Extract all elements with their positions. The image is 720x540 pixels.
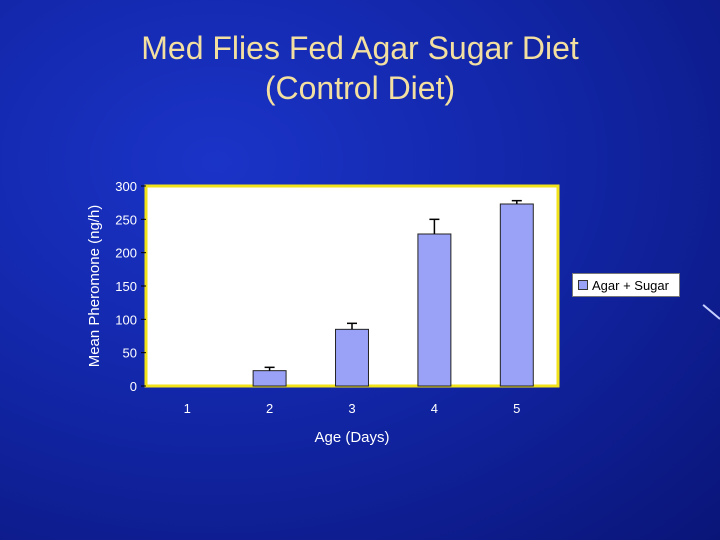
legend-label: Agar + Sugar — [592, 277, 669, 293]
bar-day-2 — [252, 370, 287, 387]
x-axis-title: Age (Days) — [314, 429, 389, 446]
y-tick-label: 300 — [115, 179, 137, 194]
x-tick-label: 2 — [266, 401, 273, 416]
y-tick-label: 0 — [130, 379, 137, 394]
y-axis-title: Mean Pheromone (ng/h) — [86, 205, 103, 368]
x-tick-label: 3 — [348, 401, 355, 416]
y-tick-label: 50 — [123, 346, 137, 361]
y-tick-label: 100 — [115, 312, 137, 327]
title-line-1: Med Flies Fed Agar Sugar Diet — [141, 30, 579, 66]
bar-day-3 — [335, 328, 369, 387]
x-tick-label: 1 — [184, 401, 191, 416]
y-tick-label: 200 — [115, 246, 137, 261]
x-axis-ticks: 1 2 3 4 5 — [184, 401, 521, 416]
x-tick-label: 4 — [431, 401, 438, 416]
bar-day-5 — [499, 203, 534, 387]
y-tick-label: 250 — [115, 212, 137, 227]
y-axis-ticks: 0 50 100 150 200 250 300 — [115, 179, 146, 394]
title-line-2: (Control Diet) — [264, 70, 456, 106]
x-tick-label: 5 — [513, 401, 520, 416]
bar-day-4 — [417, 233, 452, 387]
legend-swatch — [578, 280, 588, 290]
y-tick-label: 150 — [115, 279, 137, 294]
legend: Agar + Sugar — [572, 273, 680, 297]
bars — [252, 199, 534, 387]
slide-title: Med Flies Fed Agar Sugar Diet (Control D… — [0, 28, 720, 108]
